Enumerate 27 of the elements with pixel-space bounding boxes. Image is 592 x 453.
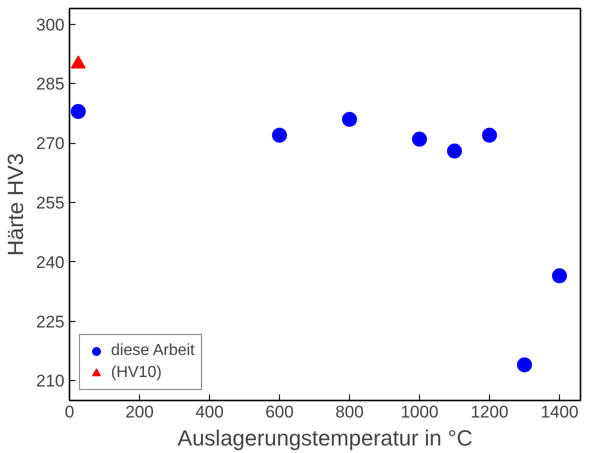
x-axis-title: Auslagerungstemperatur in °C <box>178 426 473 450</box>
point <box>482 128 497 143</box>
point <box>552 268 567 284</box>
point <box>412 132 427 147</box>
y-tick-label: 285 <box>36 74 65 94</box>
x-tick-label: 1200 <box>470 402 508 422</box>
y-axis-title: Härte HV3 <box>3 153 28 256</box>
point <box>342 112 357 127</box>
y-tick-label: 255 <box>36 194 65 213</box>
y-tick-label: 270 <box>36 134 65 154</box>
legend-label: diese Arbeit <box>111 342 195 360</box>
legend-label: (HV10) <box>111 364 162 382</box>
x-tick-label: 1000 <box>400 402 438 422</box>
y-tick-label: 240 <box>36 252 65 272</box>
x-tick-label: 0 <box>64 402 74 422</box>
point <box>272 128 287 143</box>
x-tick-label: 1400 <box>540 402 578 422</box>
point <box>517 357 532 372</box>
x-tick-label: 800 <box>335 402 364 422</box>
y-tick-label: 225 <box>36 312 65 332</box>
point <box>447 144 462 159</box>
x-tick-label: 600 <box>265 402 294 422</box>
y-tick-label: 300 <box>36 15 65 34</box>
x-tick-label: 400 <box>195 402 224 422</box>
y-tick-label: 210 <box>36 372 65 391</box>
x-tick-label: 200 <box>125 402 154 422</box>
point <box>70 104 86 119</box>
